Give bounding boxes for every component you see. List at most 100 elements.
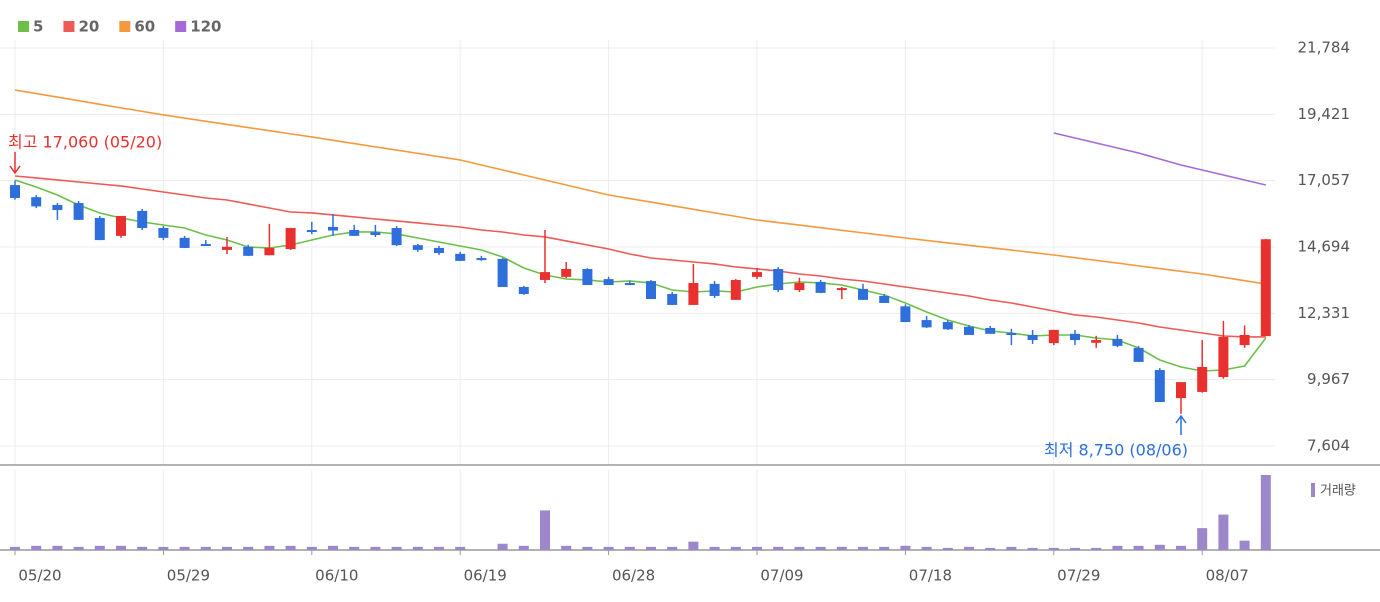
candle-body <box>264 247 275 256</box>
volume-bar <box>243 546 254 550</box>
candle-body <box>243 246 254 256</box>
x-tick-label: 05/29 <box>167 567 210 585</box>
x-tick-label: 07/18 <box>909 567 952 585</box>
candle-body <box>328 226 338 231</box>
candle-body <box>306 229 317 232</box>
x-tick-label: 06/10 <box>315 567 358 585</box>
volume-bar <box>497 543 508 550</box>
candle-body <box>985 327 996 334</box>
candle-body <box>222 246 232 250</box>
volume-bar <box>94 545 105 550</box>
x-tick-label: 06/19 <box>464 567 507 585</box>
legend-label: 120 <box>190 18 221 36</box>
volume-bar <box>773 546 784 550</box>
y-tick-label: 14,694 <box>1298 237 1351 255</box>
candle-body <box>391 228 402 246</box>
candle-body <box>815 281 826 293</box>
y-tick-label: 7,604 <box>1307 436 1350 454</box>
volume-bar <box>391 546 402 550</box>
candle-body <box>964 326 974 335</box>
low-annotation: 최저 8,750 (08/06) <box>1044 441 1188 460</box>
ma-line <box>1053 132 1266 186</box>
volume-bar <box>434 546 444 550</box>
volume-bar <box>200 546 211 550</box>
candle-body <box>285 228 296 250</box>
volume-bar <box>179 546 190 550</box>
candle-body <box>921 320 932 328</box>
volume-bar <box>349 546 360 550</box>
volume-bar <box>985 547 996 550</box>
candle-body <box>412 245 423 250</box>
volume-legend-swatch <box>1311 483 1315 497</box>
volume-bar <box>688 541 699 550</box>
volume-bar <box>730 546 741 550</box>
volume-bar <box>879 546 890 550</box>
volume-bar <box>10 546 20 550</box>
candle-body <box>1176 382 1186 399</box>
candle-body <box>1260 239 1271 337</box>
volume-bar <box>1112 545 1123 550</box>
low-arrow <box>1175 414 1187 435</box>
volume-bar <box>646 546 656 550</box>
candle-body <box>858 288 868 300</box>
volume-bar <box>158 546 169 550</box>
candle-body <box>646 281 656 300</box>
legend-label: 60 <box>134 18 155 36</box>
volume-bar <box>752 546 762 550</box>
candle-body <box>52 205 63 211</box>
candle-body <box>434 247 444 254</box>
candle-body <box>688 283 699 305</box>
x-tick-label: 06/28 <box>612 567 655 585</box>
volume-bar <box>31 545 42 550</box>
candle-body <box>137 210 148 229</box>
volume-bar <box>900 545 911 550</box>
candle-body <box>349 229 360 236</box>
volume-bar <box>921 546 932 550</box>
volume-bar <box>942 547 953 550</box>
legend-label: 20 <box>78 18 99 36</box>
candle-body <box>1048 329 1059 344</box>
candle-body <box>667 293 678 305</box>
y-tick-label: 9,967 <box>1307 370 1350 388</box>
volume-bar <box>794 546 805 550</box>
candle-body <box>1218 336 1229 378</box>
candle-body <box>1197 366 1208 392</box>
y-tick-label: 12,331 <box>1298 304 1351 322</box>
candle-body <box>582 269 593 286</box>
candle-body <box>773 269 784 291</box>
volume-bar <box>116 545 126 550</box>
volume-bar <box>370 546 381 550</box>
volume-bar <box>264 545 275 550</box>
candle-body <box>1027 334 1038 341</box>
candle-body <box>1112 338 1123 346</box>
candle-body <box>31 197 42 207</box>
volume-bar <box>1133 545 1144 550</box>
candle-body <box>603 279 614 286</box>
y-tick-label: 17,057 <box>1298 171 1351 189</box>
volume-bar <box>518 545 529 550</box>
x-tick-label: 07/29 <box>1057 567 1100 585</box>
volume-bar <box>1218 514 1229 550</box>
candle-body <box>179 237 190 248</box>
candle-body <box>624 283 635 286</box>
volume-bar <box>412 546 423 550</box>
volume-bar <box>1027 547 1038 550</box>
candle-body <box>1133 347 1144 362</box>
volume-legend-label: 거래량 <box>1320 484 1356 499</box>
volume-bar <box>603 546 614 550</box>
volume-bar <box>964 546 974 550</box>
volume-bar <box>285 545 296 550</box>
x-tick-label: 07/09 <box>760 567 803 585</box>
candle-body <box>518 286 529 294</box>
volume-bar <box>624 546 635 550</box>
high-arrow <box>9 152 21 175</box>
candle-body <box>200 244 211 247</box>
volume-bar <box>306 546 317 550</box>
legend-label: 5 <box>33 18 43 36</box>
ma-line <box>14 175 1266 338</box>
volume-bar <box>1260 475 1271 550</box>
volume-bar <box>1006 546 1017 550</box>
candle-body <box>836 288 847 291</box>
volume-bar <box>455 546 466 550</box>
legend-swatch <box>175 21 187 32</box>
